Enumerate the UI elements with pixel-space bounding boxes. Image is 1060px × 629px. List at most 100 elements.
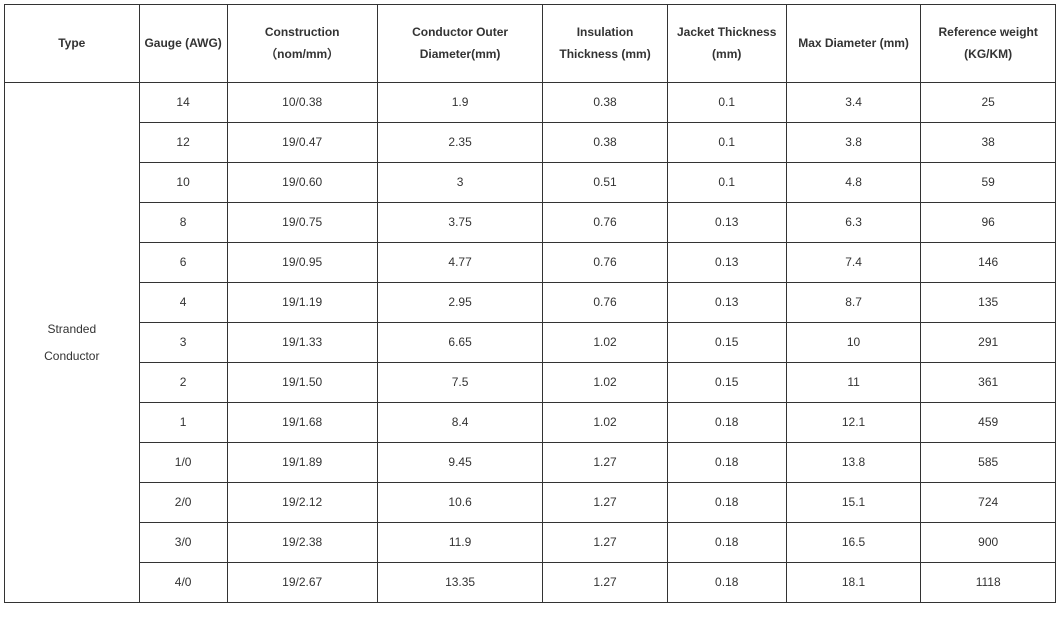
rowgroup-label-text: Stranded (47, 322, 96, 336)
cell-jacket: 0.13 (667, 283, 786, 323)
col-header-label: Gauge (AWG) (144, 36, 221, 50)
cell-cod: 9.45 (377, 443, 543, 483)
table-row: 2/019/2.1210.61.270.1815.1724 (5, 483, 1056, 523)
table-row: 3/019/2.3811.91.270.1816.5900 (5, 523, 1056, 563)
cell-jacket: 0.1 (667, 163, 786, 203)
table-row: 1019/0.6030.510.14.859 (5, 163, 1056, 203)
cell-maxdia: 12.1 (786, 403, 921, 443)
cell-gauge: 2 (139, 363, 227, 403)
cell-insulation: 1.02 (543, 363, 667, 403)
cell-maxdia: 18.1 (786, 563, 921, 603)
cell-construction: 19/1.19 (227, 283, 377, 323)
table-row: 319/1.336.651.020.1510291 (5, 323, 1056, 363)
cell-maxdia: 10 (786, 323, 921, 363)
col-header-jacket: Jacket Thickness (mm) (667, 5, 786, 83)
cell-cod: 7.5 (377, 363, 543, 403)
table-header: Type Gauge (AWG) Construction （nom/mm） C… (5, 5, 1056, 83)
cell-construction: 19/1.50 (227, 363, 377, 403)
cell-gauge: 4 (139, 283, 227, 323)
cell-construction: 19/2.67 (227, 563, 377, 603)
cell-maxdia: 4.8 (786, 163, 921, 203)
rowgroup-label-text: Conductor (44, 349, 99, 363)
cell-jacket: 0.18 (667, 403, 786, 443)
cell-cod: 10.6 (377, 483, 543, 523)
col-header-label: Conductor Outer Diameter(mm) (412, 25, 508, 61)
cell-gauge: 1/0 (139, 443, 227, 483)
spec-table: Type Gauge (AWG) Construction （nom/mm） C… (4, 4, 1056, 603)
cell-maxdia: 13.8 (786, 443, 921, 483)
cell-insulation: 1.27 (543, 563, 667, 603)
cell-cod: 11.9 (377, 523, 543, 563)
cell-jacket: 0.13 (667, 203, 786, 243)
cell-insulation: 0.38 (543, 123, 667, 163)
cell-cod: 1.9 (377, 83, 543, 123)
cell-cod: 2.95 (377, 283, 543, 323)
table-row: 119/1.688.41.020.1812.1459 (5, 403, 1056, 443)
cell-construction: 19/0.75 (227, 203, 377, 243)
cell-maxdia: 3.4 (786, 83, 921, 123)
cell-construction: 19/0.60 (227, 163, 377, 203)
table-row: 1/019/1.899.451.270.1813.8585 (5, 443, 1056, 483)
col-header-gauge: Gauge (AWG) (139, 5, 227, 83)
cell-construction: 19/0.95 (227, 243, 377, 283)
col-header-cod: Conductor Outer Diameter(mm) (377, 5, 543, 83)
cell-construction: 19/0.47 (227, 123, 377, 163)
cell-maxdia: 3.8 (786, 123, 921, 163)
cell-insulation: 1.27 (543, 443, 667, 483)
cell-cod: 2.35 (377, 123, 543, 163)
cell-weight: 724 (921, 483, 1056, 523)
col-header-construction: Construction （nom/mm） (227, 5, 377, 83)
cell-weight: 459 (921, 403, 1056, 443)
cell-weight: 25 (921, 83, 1056, 123)
table-row: 219/1.507.51.020.1511361 (5, 363, 1056, 403)
cell-weight: 135 (921, 283, 1056, 323)
cell-jacket: 0.18 (667, 443, 786, 483)
table-row: 819/0.753.750.760.136.396 (5, 203, 1056, 243)
cell-gauge: 14 (139, 83, 227, 123)
cell-gauge: 6 (139, 243, 227, 283)
table-row: 4/019/2.6713.351.270.1818.11118 (5, 563, 1056, 603)
cell-weight: 361 (921, 363, 1056, 403)
col-header-label: Reference weight (KG/KM) (938, 25, 1037, 61)
cell-insulation: 0.38 (543, 83, 667, 123)
cell-jacket: 0.18 (667, 523, 786, 563)
table-row: 619/0.954.770.760.137.4146 (5, 243, 1056, 283)
cell-weight: 1118 (921, 563, 1056, 603)
col-header-maxdia: Max Diameter (mm) (786, 5, 921, 83)
cell-construction: 19/1.89 (227, 443, 377, 483)
cell-weight: 38 (921, 123, 1056, 163)
cell-weight: 146 (921, 243, 1056, 283)
cell-jacket: 0.13 (667, 243, 786, 283)
col-header-insulation: Insulation Thickness (mm) (543, 5, 667, 83)
col-header-label: Max Diameter (mm) (798, 36, 909, 50)
cell-maxdia: 8.7 (786, 283, 921, 323)
cell-construction: 19/2.12 (227, 483, 377, 523)
col-header-type: Type (5, 5, 140, 83)
cell-cod: 3.75 (377, 203, 543, 243)
table-row: StrandedConductor1410/0.381.90.380.13.42… (5, 83, 1056, 123)
col-header-weight: Reference weight (KG/KM) (921, 5, 1056, 83)
rowgroup-label: Stranded Conductor (5, 83, 140, 603)
cell-gauge: 4/0 (139, 563, 227, 603)
cell-jacket: 0.1 (667, 123, 786, 163)
cell-gauge: 3 (139, 323, 227, 363)
cell-cod: 4.77 (377, 243, 543, 283)
cell-insulation: 1.02 (543, 323, 667, 363)
cell-construction: 19/1.68 (227, 403, 377, 443)
cell-insulation: 0.76 (543, 283, 667, 323)
cell-construction: 10/0.38 (227, 83, 377, 123)
cell-jacket: 0.18 (667, 563, 786, 603)
col-header-label: Insulation Thickness (mm) (559, 25, 650, 61)
cell-gauge: 1 (139, 403, 227, 443)
cell-insulation: 0.76 (543, 203, 667, 243)
cell-weight: 900 (921, 523, 1056, 563)
cell-maxdia: 11 (786, 363, 921, 403)
cell-weight: 96 (921, 203, 1056, 243)
col-header-label: Construction （nom/mm） (265, 25, 340, 61)
cell-gauge: 8 (139, 203, 227, 243)
cell-cod: 6.65 (377, 323, 543, 363)
cell-cod: 13.35 (377, 563, 543, 603)
cell-jacket: 0.1 (667, 83, 786, 123)
cell-maxdia: 16.5 (786, 523, 921, 563)
cell-insulation: 1.27 (543, 483, 667, 523)
